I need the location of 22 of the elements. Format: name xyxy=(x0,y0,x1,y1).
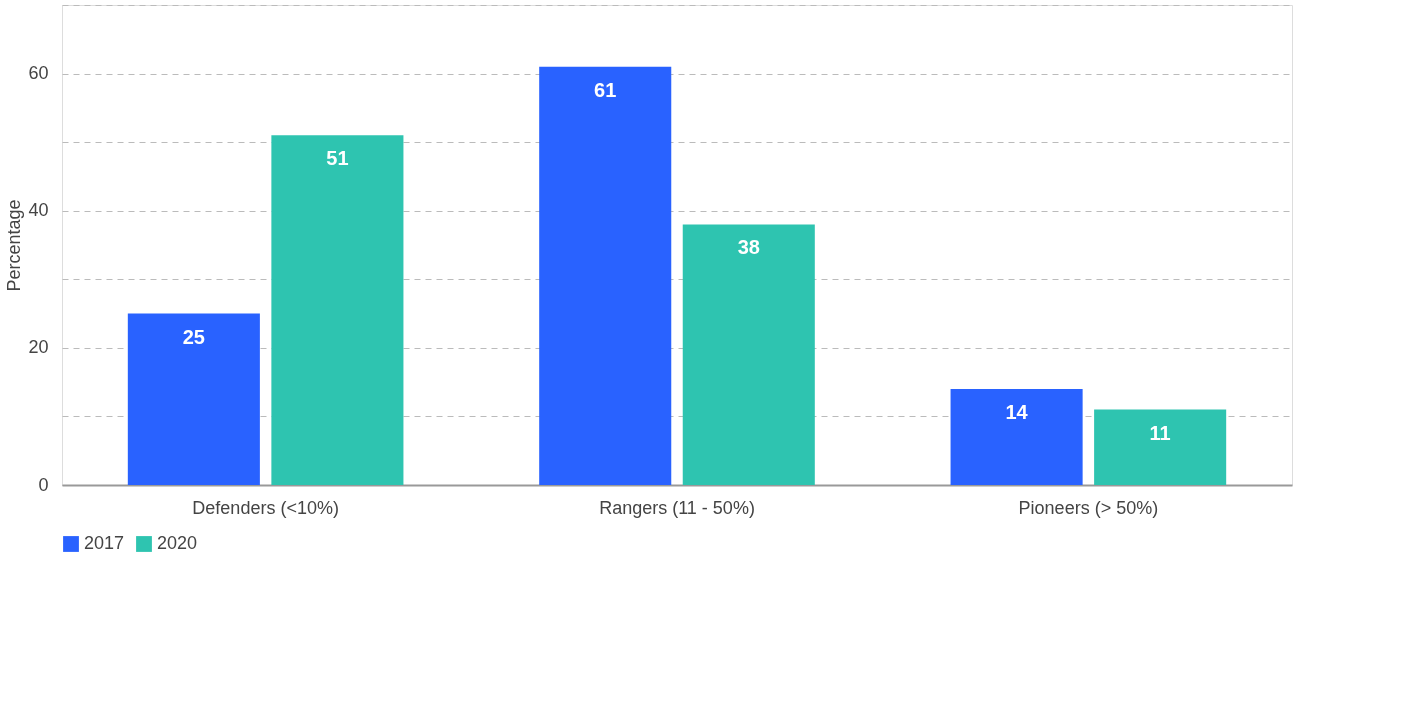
data-label: 14 xyxy=(1005,401,1029,423)
bar xyxy=(1094,409,1227,485)
data-label: 25 xyxy=(182,325,205,348)
data-label: 11 xyxy=(1149,421,1171,444)
data-label: 51 xyxy=(326,147,349,170)
bar xyxy=(682,224,815,485)
y-tick-label: 0 xyxy=(38,474,49,495)
legend-label: 2020 xyxy=(157,533,198,553)
bar xyxy=(127,313,260,485)
legend-label: 2017 xyxy=(84,533,125,553)
data-label: 38 xyxy=(737,236,760,259)
bar xyxy=(950,389,1083,485)
bar xyxy=(539,66,672,485)
bar xyxy=(271,135,404,485)
y-axis-title: Percentage xyxy=(4,199,25,292)
y-tick-label: 60 xyxy=(28,63,49,84)
y-tick-label: 40 xyxy=(28,200,49,221)
y-tick-label: 20 xyxy=(28,337,49,358)
data-label: 61 xyxy=(594,78,617,101)
x-tick-label: Defenders (<10%) xyxy=(192,497,339,518)
x-tick-label: Rangers (11 - 50%) xyxy=(599,497,755,518)
x-tick-label: Pioneers (> 50%) xyxy=(1018,497,1159,518)
